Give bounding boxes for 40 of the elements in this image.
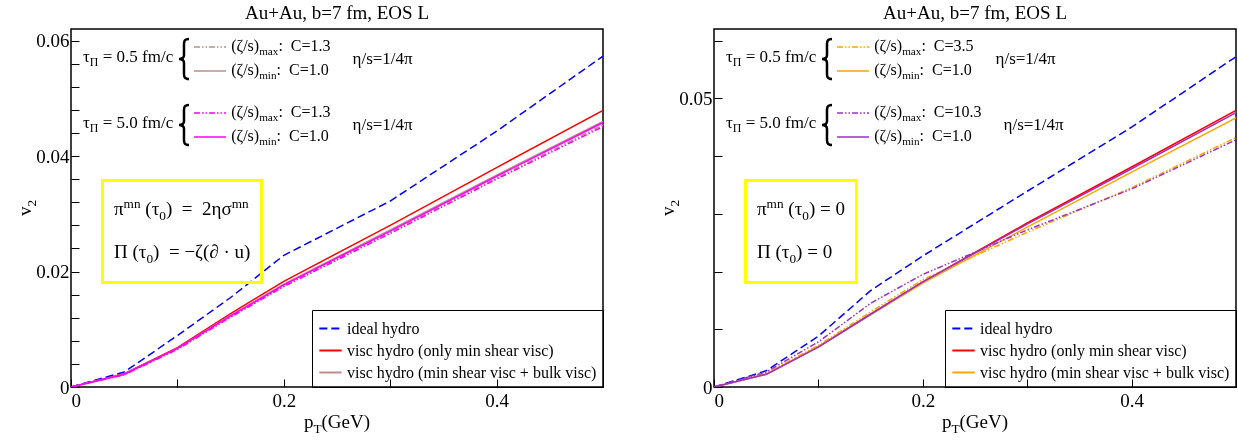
annotation: (ζ/s)$_{min}$: C=1.0	[874, 60, 972, 82]
annotation: (ζ/s)$_{min}$: C=1.0	[874, 126, 972, 148]
equation-frame: π$^{mn}$ (τ$_{0}$) = 0 Π (τ$_{0}$) = 0	[744, 179, 858, 284]
equation-frame: π$^{mn}$ (τ$_{0}$) = 2ησ$^{mn}$ Π (τ$_{0}$) = −ζ(∂ · u)	[101, 179, 264, 284]
annotation: η/s=1/4π	[1003, 115, 1064, 135]
annotation: τ$_{Π}$ = 0.5 fm/c	[726, 47, 817, 71]
legend-label: ideal hydro	[980, 319, 1053, 338]
legend-label: ideal hydro	[347, 319, 420, 338]
annotation: π$^{mn}$ (τ$_{0}$) = 0	[757, 195, 846, 226]
annotation: (ζ/s)$_{min}$: C=1.0	[231, 60, 329, 82]
legend-label: visc hydro (min shear visc + bulk visc)	[980, 363, 1230, 382]
x-tick-label: 0.4	[1120, 389, 1145, 411]
annotation: (ζ/s)$_{max}$: C=1.3	[231, 102, 331, 124]
annotation: η/s=1/4π	[352, 115, 413, 135]
annotation: τ$_{Π}$ = 0.5 fm/c	[83, 47, 174, 71]
legend-label: visc hydro (only min shear visc)	[347, 341, 554, 360]
annotation: τ$_{Π}$ = 5.0 fm/c	[726, 113, 817, 137]
chart-title: Au+Au, b=7 fm, EOS L	[883, 2, 1067, 23]
annotation: π$^{mn}$ (τ$_{0}$) = 2ησ$^{mn}$	[114, 195, 250, 226]
annotation: (ζ/s)$_{max}$: C=1.3	[231, 36, 331, 58]
annotation: τ$_{Π}$ = 5.0 fm/c	[83, 113, 174, 137]
x-axis-title: p$_{T}$(GeV)	[941, 411, 1009, 437]
y-tick-label: 0.02	[36, 261, 70, 283]
annotation: η/s=1/4π	[352, 49, 413, 69]
x-tick-label: 0.4	[485, 389, 510, 411]
y-tick-label: 0.05	[679, 87, 713, 109]
x-tick-label: 0.2	[272, 389, 297, 411]
annotation: (ζ/s)$_{min}$: C=1.0	[231, 126, 329, 148]
legend-label: visc hydro (only min shear visc)	[980, 341, 1187, 360]
y-tick-label: 0.04	[36, 145, 70, 167]
y-tick-label: 0.06	[36, 30, 70, 52]
annotation: η/s=1/4π	[995, 49, 1056, 69]
annotation: Π (τ$_{0}$) = −ζ(∂ · u)	[114, 240, 251, 268]
annotation: (ζ/s)$_{max}$: C=10.3	[874, 102, 982, 124]
legend-label: visc hydro (min shear visc + bulk visc)	[347, 363, 597, 382]
annotation: Π (τ$_{0}$) = 0	[757, 240, 834, 268]
chart-title: Au+Au, b=7 fm, EOS L	[245, 2, 429, 23]
annotation: (ζ/s)$_{max}$: C=3.5	[874, 36, 974, 58]
x-axis-title: p$_{T}$(GeV)	[303, 411, 371, 437]
x-tick-label: 0.2	[911, 389, 936, 411]
